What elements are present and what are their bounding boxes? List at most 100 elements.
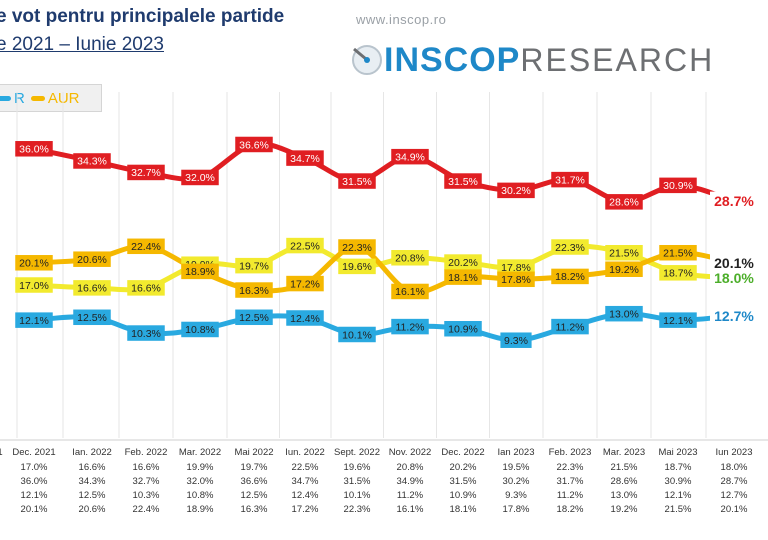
table-cell: 31.5%: [450, 476, 477, 487]
table-cell: 17.8%: [503, 504, 530, 515]
data-label-box-blue: [391, 318, 429, 335]
x-tick-label: Mar. 2023: [603, 447, 645, 458]
data-label-box-yellow: [286, 237, 324, 254]
data-label-box-aur: [181, 263, 219, 280]
data-label-yellow: 17.8%: [501, 262, 531, 274]
data-label-red: 34.3%: [77, 156, 107, 168]
data-label-aur: 21.5%: [663, 248, 693, 260]
data-label-box-blue: [15, 312, 53, 328]
data-label-box-aur: [605, 261, 643, 277]
data-label-box-aur: [127, 238, 165, 255]
table-cell: 12.4%: [292, 490, 319, 501]
x-tick-label: Dec. 2021: [12, 447, 55, 458]
data-label-box-blue: [605, 305, 643, 322]
site-url: www.inscop.ro: [356, 12, 447, 27]
table-cell: 34.3%: [79, 476, 106, 487]
data-label-yellow: 20.2%: [448, 257, 478, 269]
data-label-yellow: 18.0%: [714, 270, 754, 286]
data-label-blue: 10.3%: [131, 328, 161, 340]
data-label-blue: 12.1%: [19, 315, 49, 327]
data-label-box-red: [605, 194, 643, 210]
data-label-box-red: [497, 182, 535, 199]
table-cell: 10.9%: [450, 490, 477, 501]
data-label-box-yellow: [497, 259, 535, 275]
table-cell: 18.2%: [557, 504, 584, 515]
data-label-box-yellow: [551, 239, 589, 255]
x-tick-label: Ian 2023: [498, 447, 535, 458]
table-cell: 36.0%: [21, 476, 48, 487]
data-label-aur: 18.9%: [185, 266, 215, 278]
data-label-aur: 20.1%: [19, 258, 49, 270]
table-cell: 16.1%: [397, 504, 424, 515]
data-label-box-yellow: [235, 257, 273, 274]
table-cell: 20.8%: [397, 462, 424, 473]
table-cell: 31.5%: [344, 476, 371, 487]
table-cell: 30.2%: [503, 476, 530, 487]
table-cell: 22.4%: [133, 504, 160, 515]
table-cell: 34.7%: [292, 476, 319, 487]
table-cell: 19.6%: [344, 462, 371, 473]
table-cell: 11.2%: [557, 490, 584, 501]
data-label-box-red: [710, 191, 758, 211]
data-label-red: 30.2%: [501, 185, 531, 197]
data-label-red: 32.0%: [185, 172, 215, 184]
data-label-blue: 12.4%: [290, 313, 320, 325]
table-cell: 20.2%: [450, 462, 477, 473]
x-tick-label: Iun. 2022: [285, 447, 325, 458]
table-cell: 19.5%: [503, 462, 530, 473]
data-label-box-red: [235, 136, 273, 153]
x-tick-label: Mar. 2022: [179, 447, 221, 458]
table-cell: 9.3%: [505, 490, 527, 501]
chart-subtitle: e 2021 – Iunie 2023: [0, 34, 164, 55]
data-label-box-red: [659, 177, 697, 194]
x-tick-label: Sept. 2022: [334, 447, 380, 458]
data-label-box-red: [391, 148, 429, 165]
x-tick-label: Ian. 2022: [72, 447, 112, 458]
table-cell: 22.3%: [344, 504, 371, 515]
data-label-box-yellow: [127, 280, 165, 296]
data-label-box-yellow: [15, 277, 53, 293]
table-cell: 22.3%: [557, 462, 584, 473]
legend-label-aur: AUR: [47, 89, 80, 107]
data-label-yellow: 22.3%: [555, 242, 585, 254]
table-cell: 18.7%: [665, 462, 692, 473]
x-tick-label: 1: [0, 447, 3, 458]
data-label-box-aur: [659, 244, 697, 261]
table-cell: 12.5%: [79, 490, 106, 501]
table-cell: 10.3%: [133, 490, 160, 501]
data-label-box-blue: [73, 309, 111, 326]
data-label-yellow: 18.7%: [663, 268, 693, 280]
data-label-box-aur: [710, 253, 758, 273]
data-label-yellow: 21.5%: [609, 248, 639, 260]
table-cell: 12.5%: [241, 490, 268, 501]
table-cell: 21.5%: [665, 504, 692, 515]
data-label-box-blue: [444, 320, 482, 337]
table-cell: 16.6%: [79, 462, 106, 473]
data-label-blue: 13.0%: [609, 308, 639, 320]
table-cell: 19.2%: [611, 504, 638, 515]
data-label-red: 36.0%: [19, 144, 49, 156]
table-cell: 32.7%: [133, 476, 160, 487]
data-label-yellow: 22.5%: [290, 240, 320, 252]
data-label-aur: 16.1%: [395, 286, 425, 298]
data-label-aur: 17.2%: [290, 278, 320, 290]
data-label-box-blue: [127, 325, 165, 341]
data-label-box-blue: [659, 312, 697, 328]
data-label-red: 28.6%: [609, 197, 639, 209]
data-label-aur: 22.3%: [342, 242, 372, 254]
legend-label-r: R: [14, 89, 25, 107]
data-label-blue: 11.2%: [556, 321, 585, 333]
table-cell: 32.0%: [187, 476, 214, 487]
data-label-red: 36.6%: [239, 139, 269, 151]
data-label-box-red: [286, 150, 324, 166]
data-label-box-red: [338, 173, 376, 189]
data-label-red: 34.7%: [290, 153, 320, 165]
logo-text-light: RESEARCH: [520, 41, 715, 78]
data-label-red: 31.5%: [342, 176, 372, 188]
table-cell: 34.9%: [397, 476, 424, 487]
data-label-box-yellow: [391, 250, 429, 266]
data-label-red: 31.5%: [448, 176, 478, 188]
table-cell: 11.2%: [397, 490, 424, 501]
data-label-box-blue: [181, 321, 219, 338]
table-cell: 28.7%: [721, 476, 748, 487]
